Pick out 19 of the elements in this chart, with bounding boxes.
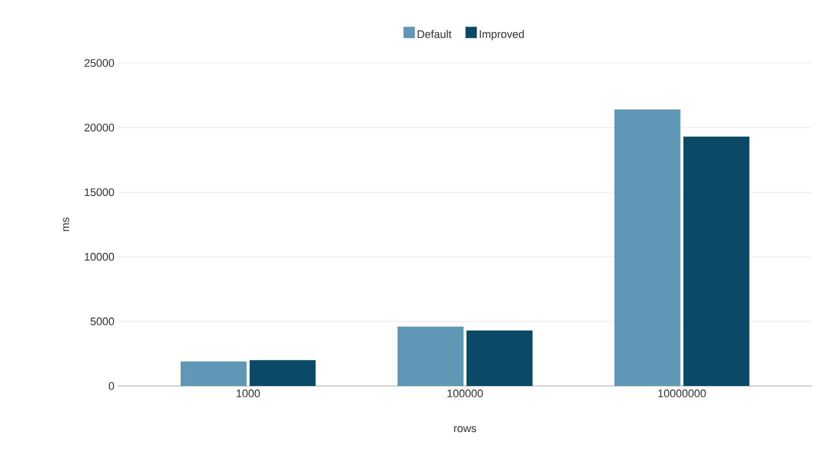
bar [614,110,680,386]
bar [466,330,533,386]
y-tick-label: 5000 [90,318,114,326]
y-tick-label: 10000 [84,252,114,261]
bar [180,361,247,386]
bar [683,136,750,386]
y-tick-label: 25000 [84,59,114,67]
x-tick-label: 10000000 [658,390,706,398]
y-tick-label: 20000 [84,124,114,132]
x-tick-label: 100000 [448,390,483,398]
bar [250,360,316,386]
legend-label: Improved [480,30,524,40]
legend-label: Default [418,30,452,38]
y-axis-title: ms [63,218,70,232]
y-tick-label: 15000 [84,188,114,196]
x-axis-title: rows [454,426,476,432]
x-tick-label: 1000 [236,390,260,398]
bar [398,326,464,386]
y-tick-label: 0 [108,382,114,390]
